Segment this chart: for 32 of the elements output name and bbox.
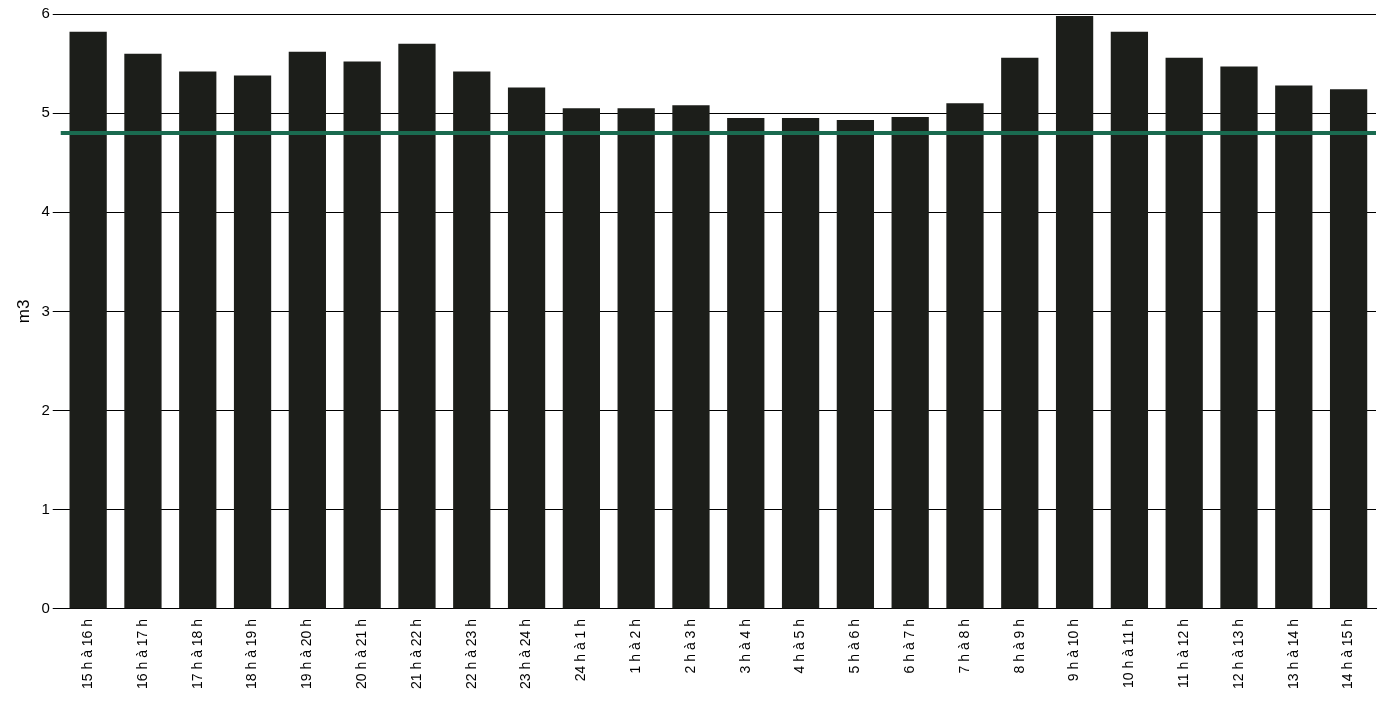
x-tick-label: 5 h à 6 h — [846, 618, 863, 674]
x-tick-label: 14 h à 15 h — [1339, 618, 1356, 689]
y-tick-label: 2 — [41, 400, 50, 418]
x-tick-label: 21 h à 22 h — [407, 618, 424, 689]
x-tick-label: 19 h à 20 h — [298, 618, 315, 689]
x-tick-label: 11 h à 12 h — [1175, 618, 1192, 688]
x-tick-label: 7 h à 8 h — [955, 618, 972, 674]
y-tick-label: 4 — [41, 202, 50, 220]
y-tick-label: 3 — [41, 301, 50, 319]
y-tick-label: 1 — [41, 499, 50, 517]
x-tick-label: 3 h à 4 h — [736, 618, 753, 674]
x-tick-label: 16 h à 17 h — [133, 618, 150, 689]
x-tick-label: 4 h à 5 h — [791, 618, 808, 674]
y-axis-title: m3 — [13, 299, 33, 324]
x-tick-label: 24 h à 1 h — [572, 618, 589, 682]
x-tick-label: 17 h à 18 h — [188, 618, 205, 689]
x-tick-label: 23 h à 24 h — [517, 618, 534, 689]
x-tick-label: 15 h à 16 h — [79, 618, 95, 689]
y-tick-label: 0 — [41, 599, 50, 617]
y-tick-label: 6 — [41, 4, 50, 22]
x-tick-label: 6 h à 7 h — [901, 618, 918, 674]
x-tick-label: 1 h à 2 h — [627, 618, 644, 674]
x-tick-label: 13 h à 14 h — [1284, 618, 1301, 689]
x-tick-label: 8 h à 9 h — [1010, 618, 1027, 674]
x-tick-label: 9 h à 10 h — [1065, 618, 1082, 682]
x-tick-label: 20 h à 21 h — [353, 618, 370, 689]
x-tick-label: 18 h à 19 h — [243, 618, 260, 689]
y-tick-label: 5 — [41, 103, 50, 121]
x-tick-label: 2 h à 3 h — [681, 618, 698, 674]
x-tick-label: 10 h à 11 h — [1120, 618, 1137, 688]
x-tick-label: 12 h à 13 h — [1229, 618, 1246, 689]
x-tick-label: 22 h à 23 h — [462, 618, 479, 689]
